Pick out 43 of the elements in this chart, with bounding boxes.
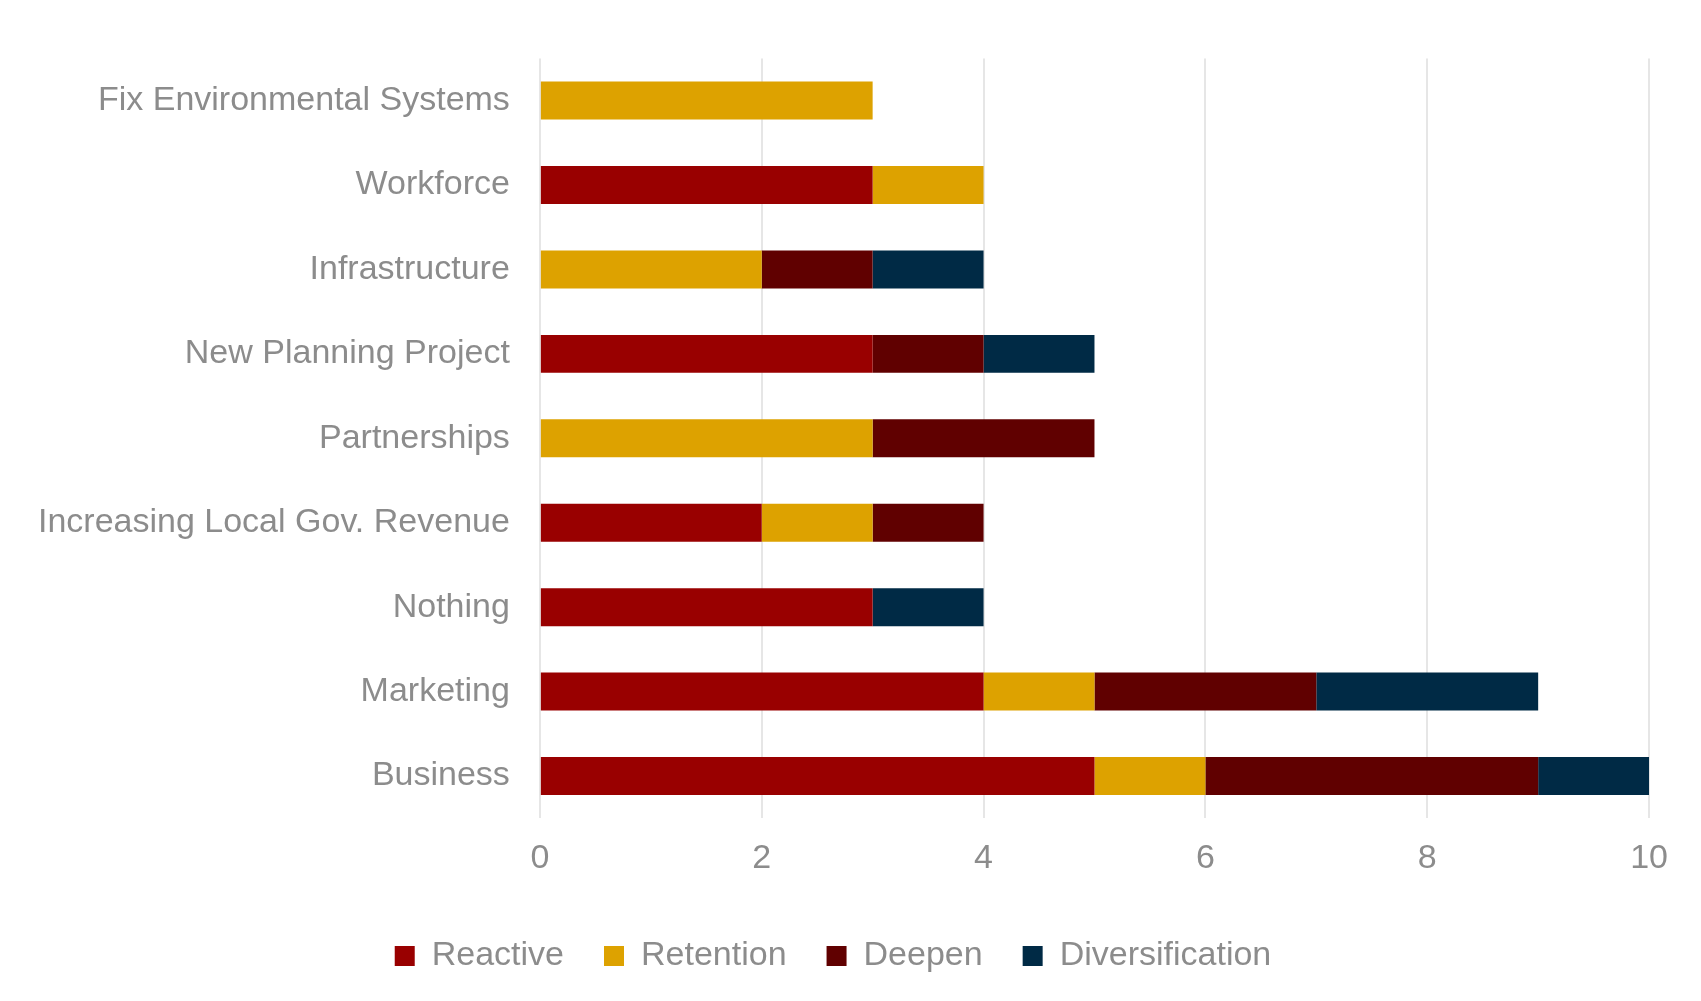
y-tick-label: Fix Environmental Systems [97,78,510,117]
bar [1094,672,1317,711]
bar [540,81,873,120]
y-tick-label: New Planning Project [184,332,511,371]
y-tick-label: Increasing Local Gov. Revenue [37,501,510,540]
bar [540,588,873,627]
y-tick-label: Business [371,754,510,793]
bar [872,334,984,373]
bar [1316,672,1539,711]
bar [872,503,984,542]
bar [983,334,1095,373]
y-tick-label: Marketing [360,669,510,708]
bar [540,672,984,711]
bar [540,503,762,542]
x-tick-label: 4 [974,836,994,875]
bar [540,419,873,458]
bar [540,166,873,205]
legend-label: Reactive [431,934,565,973]
x-tick-label: 2 [752,836,772,875]
legend-label: Deepen [863,934,983,973]
bar [540,250,762,289]
bar [983,672,1095,711]
bar [1094,756,1206,795]
bar [761,503,873,542]
y-tick-label: Nothing [392,585,510,624]
x-tick-label: 10 [1630,836,1668,875]
bar [872,419,1095,458]
x-tick-label: 6 [1195,836,1215,875]
y-tick-label: Partnerships [318,416,510,455]
bar [761,250,873,289]
legend-label: Diversification [1059,934,1272,973]
x-tick-label: 0 [530,836,550,875]
bar [1538,756,1650,795]
bar [1205,756,1539,795]
legend-label: Retention [641,934,787,973]
x-tick-label: 8 [1417,836,1437,875]
y-tick-label: Infrastructure [309,247,510,286]
y-tick-label: Workforce [355,163,510,202]
bar [540,756,1095,795]
bar [872,250,984,289]
bar [540,334,873,373]
bar [872,588,984,627]
bar [872,166,984,205]
